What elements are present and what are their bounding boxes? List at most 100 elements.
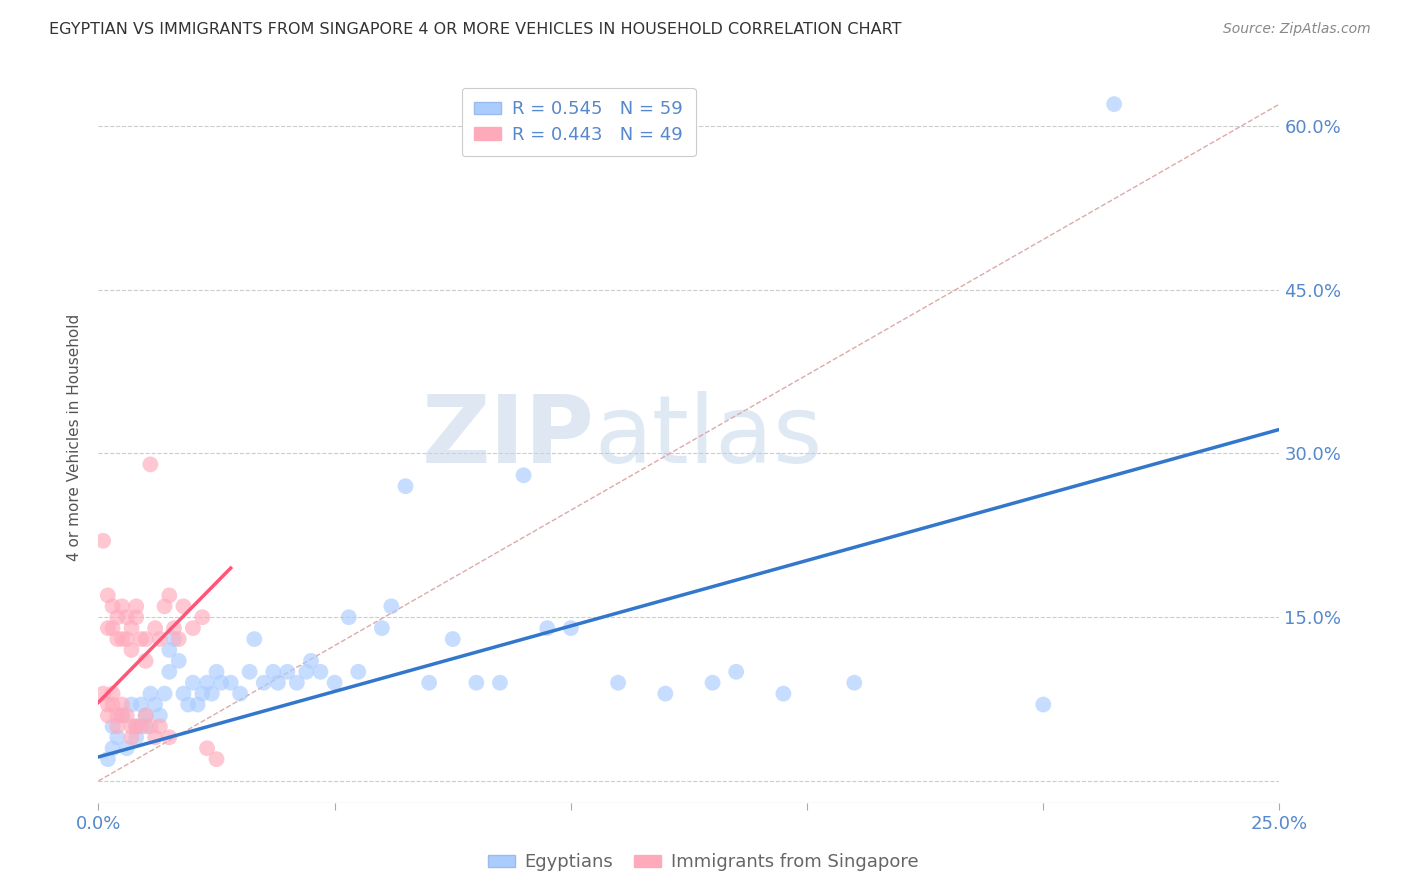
- Point: [115, 610, 138, 624]
- Point: [187, 698, 209, 712]
- Point: [229, 687, 252, 701]
- Point: [394, 479, 416, 493]
- Point: [512, 468, 534, 483]
- Point: [91, 687, 114, 701]
- Point: [191, 610, 214, 624]
- Point: [441, 632, 464, 646]
- Point: [105, 719, 128, 733]
- Point: [323, 675, 346, 690]
- Point: [111, 698, 134, 712]
- Point: [201, 687, 224, 701]
- Point: [195, 675, 218, 690]
- Point: [143, 621, 166, 635]
- Point: [299, 654, 322, 668]
- Point: [195, 741, 218, 756]
- Point: [135, 708, 157, 723]
- Point: [153, 599, 176, 614]
- Point: [219, 675, 242, 690]
- Point: [129, 632, 152, 646]
- Point: [205, 665, 228, 679]
- Point: [97, 588, 120, 602]
- Point: [143, 698, 166, 712]
- Point: [135, 654, 157, 668]
- Point: [135, 632, 157, 646]
- Point: [105, 632, 128, 646]
- Point: [97, 708, 120, 723]
- Point: [121, 719, 143, 733]
- Point: [125, 599, 148, 614]
- Point: [285, 675, 308, 690]
- Text: EGYPTIAN VS IMMIGRANTS FROM SINGAPORE 4 OR MORE VEHICLES IN HOUSEHOLD CORRELATIO: EGYPTIAN VS IMMIGRANTS FROM SINGAPORE 4 …: [49, 22, 901, 37]
- Point: [101, 741, 124, 756]
- Point: [157, 665, 180, 679]
- Point: [607, 675, 630, 690]
- Point: [465, 675, 488, 690]
- Point: [253, 675, 276, 690]
- Point: [139, 458, 162, 472]
- Point: [1032, 698, 1054, 712]
- Y-axis label: 4 or more Vehicles in Household: 4 or more Vehicles in Household: [67, 313, 83, 561]
- Point: [125, 731, 148, 745]
- Text: ZIP: ZIP: [422, 391, 595, 483]
- Point: [772, 687, 794, 701]
- Point: [115, 741, 138, 756]
- Point: [157, 643, 180, 657]
- Point: [725, 665, 748, 679]
- Point: [139, 687, 162, 701]
- Point: [489, 675, 512, 690]
- Point: [172, 599, 194, 614]
- Point: [139, 719, 162, 733]
- Point: [121, 621, 143, 635]
- Point: [115, 708, 138, 723]
- Point: [129, 719, 152, 733]
- Point: [163, 632, 186, 646]
- Point: [309, 665, 332, 679]
- Point: [167, 654, 190, 668]
- Point: [209, 675, 232, 690]
- Point: [97, 621, 120, 635]
- Point: [129, 698, 152, 712]
- Point: [135, 708, 157, 723]
- Point: [1102, 97, 1125, 112]
- Point: [654, 687, 676, 701]
- Point: [418, 675, 440, 690]
- Point: [111, 599, 134, 614]
- Point: [262, 665, 284, 679]
- Point: [157, 588, 180, 602]
- Text: atlas: atlas: [595, 391, 823, 483]
- Point: [121, 643, 143, 657]
- Point: [105, 708, 128, 723]
- Point: [371, 621, 394, 635]
- Point: [91, 533, 114, 548]
- Point: [121, 731, 143, 745]
- Point: [337, 610, 360, 624]
- Point: [125, 719, 148, 733]
- Point: [702, 675, 724, 690]
- Point: [177, 698, 200, 712]
- Point: [844, 675, 866, 690]
- Point: [163, 621, 186, 635]
- Point: [101, 621, 124, 635]
- Text: Source: ZipAtlas.com: Source: ZipAtlas.com: [1223, 22, 1371, 37]
- Point: [149, 719, 172, 733]
- Point: [149, 708, 172, 723]
- Point: [267, 675, 290, 690]
- Point: [135, 719, 157, 733]
- Point: [149, 632, 172, 646]
- Point: [239, 665, 262, 679]
- Point: [181, 621, 204, 635]
- Point: [97, 752, 120, 766]
- Legend: Egyptians, Immigrants from Singapore: Egyptians, Immigrants from Singapore: [481, 847, 925, 879]
- Point: [172, 687, 194, 701]
- Point: [243, 632, 266, 646]
- Point: [105, 731, 128, 745]
- Point: [101, 599, 124, 614]
- Point: [111, 708, 134, 723]
- Point: [101, 698, 124, 712]
- Point: [347, 665, 370, 679]
- Point: [295, 665, 318, 679]
- Point: [143, 731, 166, 745]
- Point: [101, 687, 124, 701]
- Point: [380, 599, 402, 614]
- Point: [115, 632, 138, 646]
